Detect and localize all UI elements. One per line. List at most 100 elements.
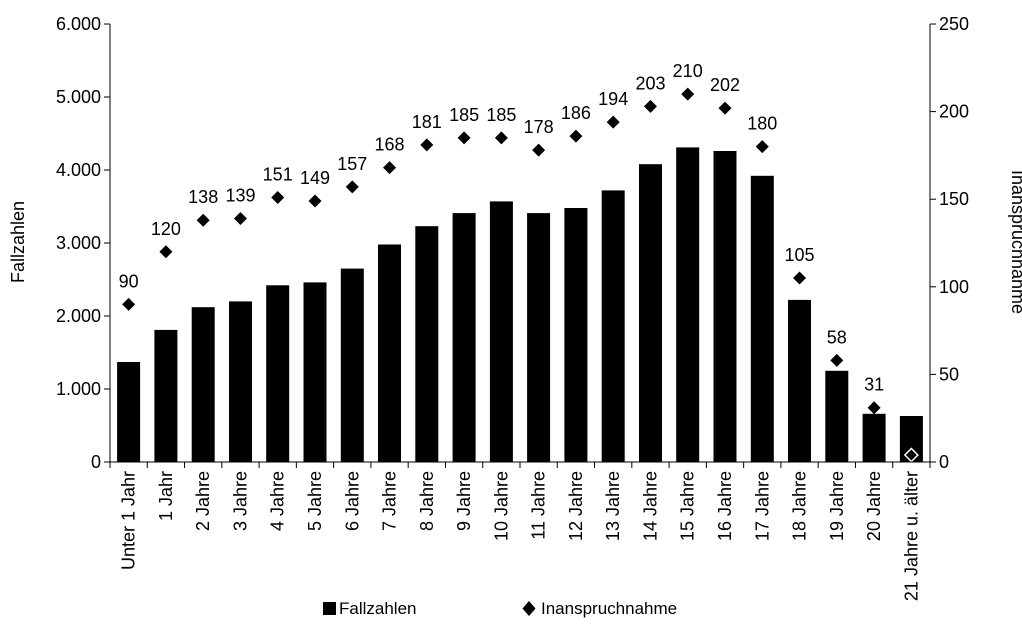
- bars-group: [117, 147, 923, 463]
- data-label-2: 138: [188, 187, 218, 207]
- data-label-13: 194: [598, 89, 628, 109]
- marker-21: [903, 447, 919, 463]
- data-label-4: 151: [263, 164, 293, 184]
- marker-14: [643, 99, 657, 113]
- data-label-20: 31: [864, 375, 884, 395]
- bar-16: [713, 151, 737, 462]
- right-tick-label-2: 100: [939, 277, 969, 297]
- right-tick-label-3: 150: [939, 189, 969, 209]
- bar-11: [527, 213, 551, 462]
- marker-19: [830, 353, 844, 367]
- left-tick-label-5: 5.000: [56, 87, 101, 107]
- bar-19: [825, 370, 849, 463]
- x-tick-label-1: 1 Jahr: [156, 471, 176, 521]
- left-tick-label-6: 6.000: [56, 14, 101, 34]
- marker-0: [122, 297, 136, 311]
- x-tick-label-17: 17 Jahre: [752, 471, 772, 541]
- x-tick-label-16: 16 Jahre: [715, 471, 735, 541]
- data-label-16: 202: [710, 75, 740, 95]
- left-tick-label-3: 3.000: [56, 233, 101, 253]
- marker-11: [532, 143, 546, 157]
- bar-17: [750, 175, 774, 463]
- bar-4: [266, 285, 290, 462]
- right-tick-label-4: 200: [939, 102, 969, 122]
- bar-5: [303, 282, 327, 462]
- x-tick-label-19: 19 Jahre: [827, 471, 847, 541]
- x-tick-label-21: 21 Jahre u. älter: [901, 471, 921, 601]
- axes-group: 0 1.000 2.000 3.000 4.000 5.000 6.000 0 50 100 150…: [56, 14, 969, 601]
- marker-12: [569, 129, 583, 143]
- legend: Fallzahlen Inanspruchnahme: [323, 599, 677, 618]
- x-tick-label-5: 5 Jahre: [305, 471, 325, 531]
- data-label-19: 58: [827, 327, 847, 347]
- data-label-7: 168: [374, 135, 404, 155]
- x-tick-label-13: 13 Jahre: [603, 471, 623, 541]
- left-tick-label-4: 4.000: [56, 160, 101, 180]
- x-tick-label-0: Unter 1 Jahr: [119, 471, 139, 570]
- data-label-3: 139: [225, 186, 255, 206]
- data-label-1: 120: [151, 219, 181, 239]
- data-label-15: 210: [673, 61, 703, 81]
- marker-7: [383, 161, 397, 175]
- right-axis-title: Inanspruchnahme: [1008, 170, 1022, 314]
- data-label-6: 157: [337, 154, 367, 174]
- marker-13: [606, 115, 620, 129]
- left-tick-label-2: 2.000: [56, 306, 101, 326]
- bar-12: [564, 208, 588, 462]
- data-label-17: 180: [747, 114, 777, 134]
- left-tick-label-1: 1.000: [56, 379, 101, 399]
- data-label-18: 105: [784, 245, 814, 265]
- marker-3: [233, 211, 247, 225]
- legend-swatch-fallzahlen: [323, 602, 336, 615]
- x-tick-label-14: 14 Jahre: [641, 471, 661, 541]
- labels-group: 90 120 138 139 151 149 157 168 181 185 185 178 186 19…: [119, 61, 885, 395]
- bar-13: [601, 190, 625, 462]
- markers-group: [122, 87, 919, 463]
- bar-9: [452, 213, 476, 462]
- x-tick-label-20: 20 Jahre: [864, 471, 884, 541]
- bar-14: [639, 164, 662, 462]
- data-label-5: 149: [300, 168, 330, 188]
- bar-21: [899, 416, 923, 462]
- data-label-8: 181: [412, 112, 442, 132]
- marker-17: [755, 140, 769, 154]
- x-tick-label-2: 2 Jahre: [193, 471, 213, 531]
- bar-15: [676, 147, 700, 462]
- marker-6: [345, 180, 359, 194]
- marker-4: [271, 190, 285, 204]
- x-tick-label-7: 7 Jahre: [380, 471, 400, 531]
- bar-7: [378, 244, 401, 462]
- x-tick-label-8: 8 Jahre: [417, 471, 437, 531]
- x-tick-label-15: 15 Jahre: [678, 471, 698, 541]
- legend-marker-inanspruchnahme: [522, 601, 536, 616]
- right-tick-label-1: 50: [939, 364, 959, 384]
- right-tick-label-5: 250: [939, 14, 969, 34]
- left-tick-label-0: 0: [91, 452, 101, 472]
- bar-6: [340, 268, 364, 462]
- data-label-9: 185: [449, 105, 479, 125]
- marker-2: [196, 213, 210, 227]
- data-label-14: 203: [635, 73, 665, 93]
- marker-18: [793, 271, 807, 285]
- x-tick-label-12: 12 Jahre: [566, 471, 586, 541]
- x-tick-label-6: 6 Jahre: [342, 471, 362, 531]
- bar-2: [191, 307, 215, 462]
- data-label-11: 178: [524, 117, 554, 137]
- data-label-0: 90: [119, 271, 139, 291]
- right-tick-label-0: 0: [939, 452, 949, 472]
- bar-3: [229, 301, 252, 462]
- bar-0: [117, 362, 141, 462]
- bar-1: [154, 329, 178, 462]
- x-tick-label-18: 18 Jahre: [790, 471, 810, 541]
- bar-18: [788, 299, 811, 462]
- x-tick-label-4: 4 Jahre: [268, 471, 288, 531]
- marker-16: [718, 101, 732, 115]
- x-tick-label-10: 10 Jahre: [491, 471, 511, 541]
- data-label-10: 185: [486, 105, 516, 125]
- marker-15: [681, 87, 695, 101]
- bar-8: [415, 226, 439, 462]
- bar-20: [862, 413, 886, 462]
- marker-1: [159, 245, 173, 259]
- data-label-12: 186: [561, 103, 591, 123]
